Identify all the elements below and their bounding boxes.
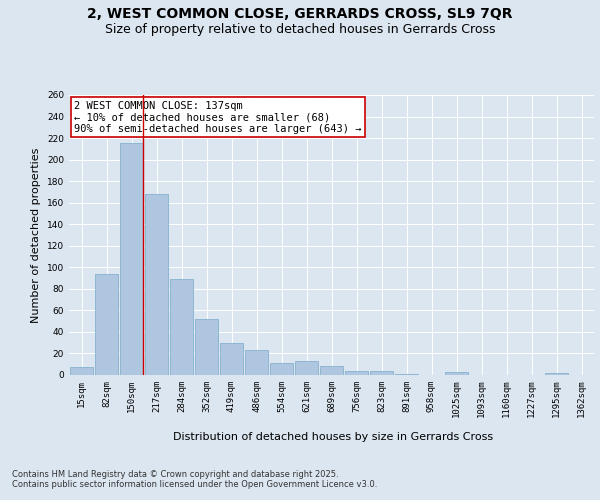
Text: Size of property relative to detached houses in Gerrards Cross: Size of property relative to detached ho… [105,22,495,36]
Bar [445,372,468,375]
Bar [70,368,93,375]
Bar [170,279,193,375]
Y-axis label: Number of detached properties: Number of detached properties [31,148,41,322]
Bar [95,274,118,375]
Text: 2 WEST COMMON CLOSE: 137sqm
← 10% of detached houses are smaller (68)
90% of sem: 2 WEST COMMON CLOSE: 137sqm ← 10% of det… [74,100,362,134]
Bar [195,319,218,375]
Bar [270,363,293,375]
Bar [320,366,343,375]
Bar [370,370,393,375]
Text: 2, WEST COMMON CLOSE, GERRARDS CROSS, SL9 7QR: 2, WEST COMMON CLOSE, GERRARDS CROSS, SL… [87,8,513,22]
Bar [345,370,368,375]
Bar [245,350,268,375]
Bar [545,373,568,375]
Bar [220,342,243,375]
Bar [120,144,143,375]
Text: Distribution of detached houses by size in Gerrards Cross: Distribution of detached houses by size … [173,432,493,442]
Text: Contains HM Land Registry data © Crown copyright and database right 2025.
Contai: Contains HM Land Registry data © Crown c… [12,470,377,490]
Bar [395,374,418,375]
Bar [295,361,318,375]
Bar [145,194,168,375]
